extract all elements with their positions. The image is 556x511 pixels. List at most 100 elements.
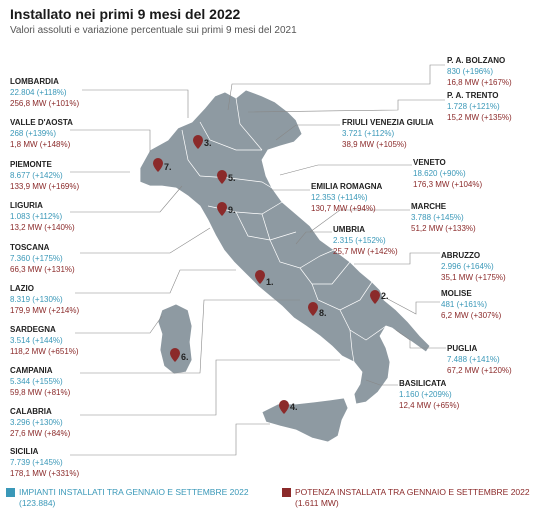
- pin-1-label: 1.: [266, 277, 274, 287]
- region-power: 25,7 MW (+142%): [333, 247, 398, 256]
- pin-3-icon: [193, 135, 203, 149]
- region-name: SARDEGNA: [10, 325, 56, 334]
- region-name: LIGURIA: [10, 201, 43, 210]
- page-title: Installato nei primi 9 mesi del 2022: [10, 6, 241, 22]
- region-marche: MARCHE 3.788 (+145%) 51,2 MW (+133%): [411, 201, 476, 234]
- region-liguria: LIGURIA 1.083 (+112%) 13,2 MW (+140%): [10, 200, 75, 233]
- italy-mainland: [139, 89, 431, 405]
- pin-2-label: 2.: [381, 291, 389, 301]
- region-sicilia: SICILIA 7.739 (+145%) 178,1 MW (+331%): [10, 446, 79, 479]
- region-name: ABRUZZO: [441, 251, 481, 260]
- pin-labels: 1. 2. 3. 4. 5. 6. 7. 8. 9.: [164, 138, 389, 412]
- pin-8-label: 8.: [319, 308, 327, 318]
- region-emilia-romagna: EMILIA ROMAGNA 12.353 (+114%) 130,7 MW (…: [311, 181, 382, 214]
- pin-5-label: 5.: [228, 173, 236, 183]
- region-power: 38,9 MW (+105%): [342, 140, 407, 149]
- region-name: VENETO: [413, 158, 446, 167]
- region-installed: 8.677 (+142%): [10, 171, 63, 180]
- legend-power-swatch: [282, 488, 291, 497]
- region-name: SICILIA: [10, 447, 39, 456]
- region-name: LOMBARDIA: [10, 77, 59, 86]
- region-name: TOSCANA: [10, 243, 50, 252]
- region-power: 51,2 MW (+133%): [411, 224, 476, 233]
- region-name: MARCHE: [411, 202, 447, 211]
- region-sardegna: SARDEGNA 3.514 (+144%) 118,2 MW (+651%): [10, 324, 79, 357]
- region-installed: 2.996 (+164%): [441, 262, 494, 271]
- region-installed: 7.360 (+175%): [10, 254, 63, 263]
- region-power: 1,8 MW (+148%): [10, 140, 71, 149]
- region-power: 13,2 MW (+140%): [10, 223, 75, 232]
- region-power: 176,3 MW (+104%): [413, 180, 483, 189]
- region-installed: 22.804 (+118%): [10, 88, 67, 97]
- region-bolzano: P. A. BOLZANO 830 (+196%) 16,8 MW (+167%…: [447, 55, 512, 88]
- region-installed: 481 (+161%): [441, 300, 488, 309]
- region-basilicata: BASILICATA 1.160 (+209%) 12,4 MW (+65%): [399, 378, 459, 411]
- pin-9-label: 9.: [228, 205, 236, 215]
- region-power: 12,4 MW (+65%): [399, 401, 460, 410]
- region-name: VALLE D'AOSTA: [10, 118, 73, 127]
- sicily-shape: [261, 397, 349, 443]
- pin-4-label: 4.: [290, 402, 298, 412]
- region-power: 35,1 MW (+175%): [441, 273, 506, 282]
- region-veneto: VENETO 18.620 (+90%) 176,3 MW (+104%): [413, 157, 482, 190]
- region-installed: 830 (+196%): [447, 67, 494, 76]
- pin-6-icon: [170, 348, 180, 362]
- region-umbria: UMBRIA 2.315 (+152%) 25,7 MW (+142%): [333, 224, 398, 257]
- pin-3-label: 3.: [204, 138, 212, 148]
- region-molise: MOLISE 481 (+161%) 6,2 MW (+307%): [441, 288, 501, 321]
- leader-lines: [70, 64, 446, 456]
- region-name: P. A. BOLZANO: [447, 56, 506, 65]
- sardinia-shape: [157, 303, 193, 375]
- pin-4-icon: [279, 400, 289, 414]
- legend-power-text: POTENZA INSTALLATA TRA GENNAIO E SETTEMB…: [295, 487, 530, 508]
- region-name: CAMPANIA: [10, 366, 53, 375]
- region-installed: 18.620 (+90%): [413, 169, 466, 178]
- region-power: 16,8 MW (+167%): [447, 78, 512, 87]
- region-power: 27,6 MW (+84%): [10, 429, 71, 438]
- region-name: LAZIO: [10, 284, 34, 293]
- region-power: 66,3 MW (+131%): [10, 265, 75, 274]
- region-toscana: TOSCANA 7.360 (+175%) 66,3 MW (+131%): [10, 242, 75, 275]
- pin-8-icon: [308, 302, 318, 316]
- region-trento: P. A. TRENTO 1.728 (+121%) 15,2 MW (+135…: [447, 90, 512, 123]
- region-installed: 12.353 (+114%): [311, 193, 368, 202]
- region-installed: 7.739 (+145%): [10, 458, 63, 467]
- region-power: 118,2 MW (+651%): [10, 347, 79, 356]
- map-pins: [153, 135, 380, 414]
- region-installed: 3.721 (+112%): [342, 129, 395, 138]
- region-borders: [181, 97, 387, 363]
- region-name: PIEMONTE: [10, 160, 52, 169]
- region-name: P. A. TRENTO: [447, 91, 499, 100]
- region-power: 59,8 MW (+81%): [10, 388, 71, 397]
- region-friuli: FRIULI VENEZIA GIULIA 3.721 (+112%) 38,9…: [342, 117, 434, 150]
- pin-5-icon: [217, 170, 227, 184]
- region-calabria: CALABRIA 3.296 (+130%) 27,6 MW (+84%): [10, 406, 70, 439]
- region-name: MOLISE: [441, 289, 472, 298]
- pin-7-icon: [153, 158, 163, 172]
- region-name: UMBRIA: [333, 225, 365, 234]
- region-installed: 8.319 (+130%): [10, 295, 63, 304]
- region-power: 178,1 MW (+331%): [10, 469, 80, 478]
- region-power: 130,7 MW (+94%): [311, 204, 376, 213]
- region-lazio: LAZIO 8.319 (+130%) 179,9 MW (+214%): [10, 283, 79, 316]
- region-installed: 3.788 (+145%): [411, 213, 464, 222]
- region-name: FRIULI VENEZIA GIULIA: [342, 118, 434, 127]
- region-power: 133,9 MW (+169%): [10, 182, 80, 191]
- region-name: CALABRIA: [10, 407, 52, 416]
- region-installed: 268 (+139%): [10, 129, 57, 138]
- page-subtitle: Valori assoluti e variazione percentuale…: [10, 25, 297, 36]
- region-puglia: PUGLIA 7.488 (+141%) 67,2 MW (+120%): [447, 343, 512, 376]
- region-installed: 3.514 (+144%): [10, 336, 63, 345]
- region-installed: 7.488 (+141%): [447, 355, 500, 364]
- region-valle-aosta: VALLE D'AOSTA 268 (+139%) 1,8 MW (+148%): [10, 117, 73, 150]
- region-power: 67,2 MW (+120%): [447, 366, 512, 375]
- region-lombardia: LOMBARDIA 22.804 (+118%) 256,8 MW (+101%…: [10, 76, 79, 109]
- region-installed: 1.160 (+209%): [399, 390, 452, 399]
- region-power: 15,2 MW (+135%): [447, 113, 512, 122]
- region-name: EMILIA ROMAGNA: [311, 182, 383, 191]
- legend-installed-swatch: [6, 488, 15, 497]
- region-campania: CAMPANIA 5.344 (+155%) 59,8 MW (+81%): [10, 365, 70, 398]
- region-power: 179,9 MW (+214%): [10, 306, 80, 315]
- region-installed: 1.083 (+112%): [10, 212, 63, 221]
- region-installed: 2.315 (+152%): [333, 236, 386, 245]
